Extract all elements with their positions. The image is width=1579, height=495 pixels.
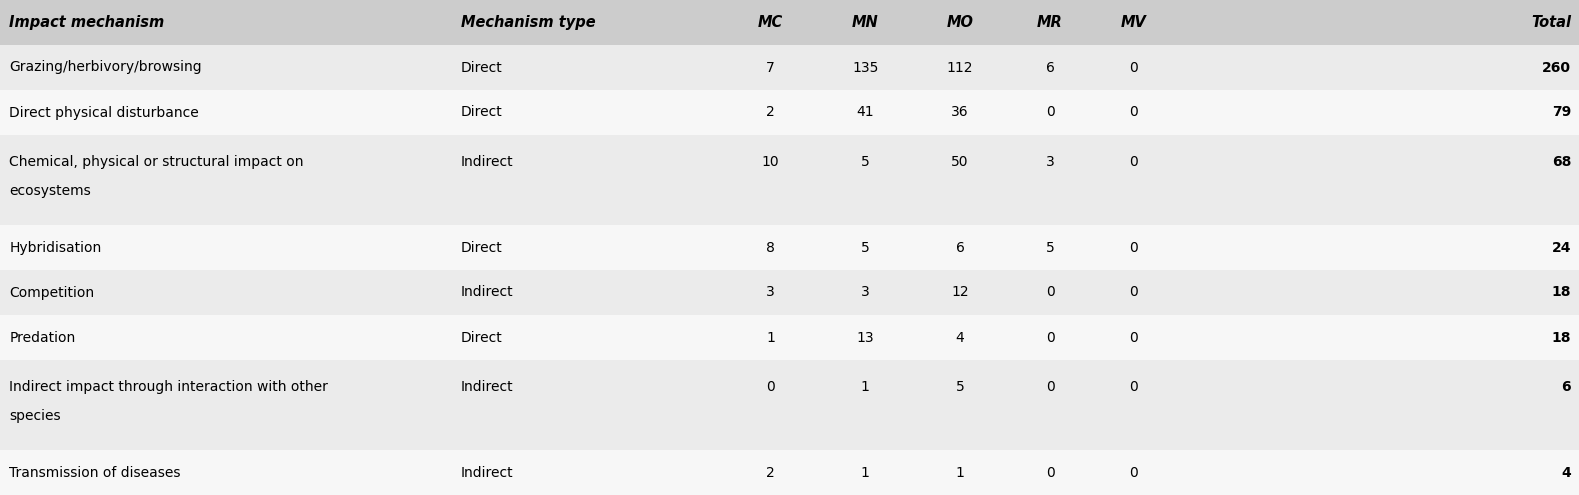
Text: Indirect: Indirect: [461, 465, 513, 480]
Text: 5: 5: [861, 241, 870, 254]
Text: Predation: Predation: [9, 331, 76, 345]
Text: 18: 18: [1552, 331, 1571, 345]
Text: 4: 4: [1562, 465, 1571, 480]
Text: Chemical, physical or structural impact on: Chemical, physical or structural impact …: [9, 155, 305, 169]
Text: Hybridisation: Hybridisation: [9, 241, 101, 254]
Text: 0: 0: [1129, 241, 1138, 254]
Text: 135: 135: [853, 60, 878, 75]
Text: 260: 260: [1543, 60, 1571, 75]
Text: 4: 4: [955, 331, 965, 345]
Text: Indirect: Indirect: [461, 380, 513, 394]
Text: 6: 6: [955, 241, 965, 254]
Text: MC: MC: [758, 15, 783, 30]
Text: 6: 6: [1562, 380, 1571, 394]
Text: Total: Total: [1532, 15, 1571, 30]
Text: 0: 0: [1129, 286, 1138, 299]
Text: Direct physical disturbance: Direct physical disturbance: [9, 105, 199, 119]
Text: 1: 1: [955, 465, 965, 480]
Bar: [0, 90, 1579, 135]
Text: 0: 0: [1129, 155, 1138, 169]
Text: Direct: Direct: [461, 60, 502, 75]
Text: 18: 18: [1552, 286, 1571, 299]
Bar: [0, 135, 1579, 225]
Text: Direct: Direct: [461, 241, 502, 254]
Text: MV: MV: [1121, 15, 1146, 30]
Bar: [0, 360, 1579, 450]
Text: Direct: Direct: [461, 331, 502, 345]
Text: Competition: Competition: [9, 286, 95, 299]
Bar: [0, 45, 1579, 90]
Text: Grazing/herbivory/browsing: Grazing/herbivory/browsing: [9, 60, 202, 75]
Bar: [0, 0, 1579, 45]
Text: Indirect: Indirect: [461, 155, 513, 169]
Text: 1: 1: [766, 331, 775, 345]
Text: 6: 6: [1045, 60, 1055, 75]
Text: 2: 2: [766, 105, 775, 119]
Text: Direct: Direct: [461, 105, 502, 119]
Text: 41: 41: [856, 105, 875, 119]
Text: 0: 0: [1129, 465, 1138, 480]
Text: 0: 0: [1045, 105, 1055, 119]
Text: Indirect: Indirect: [461, 286, 513, 299]
Text: 3: 3: [861, 286, 870, 299]
Bar: [0, 315, 1579, 360]
Text: 10: 10: [761, 155, 780, 169]
Text: 2: 2: [766, 465, 775, 480]
Text: 79: 79: [1552, 105, 1571, 119]
Text: MR: MR: [1037, 15, 1063, 30]
Text: 112: 112: [947, 60, 973, 75]
Text: MO: MO: [946, 15, 974, 30]
Text: 13: 13: [856, 331, 875, 345]
Text: Mechanism type: Mechanism type: [461, 15, 595, 30]
Text: 0: 0: [1045, 465, 1055, 480]
Text: 5: 5: [955, 380, 965, 394]
Text: 50: 50: [951, 155, 970, 169]
Text: 7: 7: [766, 60, 775, 75]
Text: 5: 5: [861, 155, 870, 169]
Text: Transmission of diseases: Transmission of diseases: [9, 465, 182, 480]
Text: 36: 36: [951, 105, 970, 119]
Text: 1: 1: [861, 380, 870, 394]
Text: 0: 0: [766, 380, 775, 394]
Text: 0: 0: [1045, 380, 1055, 394]
Text: 3: 3: [1045, 155, 1055, 169]
Text: 1: 1: [861, 465, 870, 480]
Text: 12: 12: [951, 286, 970, 299]
Text: 0: 0: [1045, 286, 1055, 299]
Text: 5: 5: [1045, 241, 1055, 254]
Text: 0: 0: [1129, 380, 1138, 394]
Text: 0: 0: [1129, 105, 1138, 119]
Text: species: species: [9, 409, 62, 423]
Text: ecosystems: ecosystems: [9, 184, 92, 198]
Text: MN: MN: [853, 15, 878, 30]
Text: 0: 0: [1129, 331, 1138, 345]
Text: 8: 8: [766, 241, 775, 254]
Text: 0: 0: [1045, 331, 1055, 345]
Text: Impact mechanism: Impact mechanism: [9, 15, 164, 30]
Bar: [0, 270, 1579, 315]
Text: 68: 68: [1552, 155, 1571, 169]
Text: Indirect impact through interaction with other: Indirect impact through interaction with…: [9, 380, 328, 394]
Text: 3: 3: [766, 286, 775, 299]
Text: 0: 0: [1129, 60, 1138, 75]
Bar: [0, 450, 1579, 495]
Bar: [0, 225, 1579, 270]
Text: 24: 24: [1552, 241, 1571, 254]
